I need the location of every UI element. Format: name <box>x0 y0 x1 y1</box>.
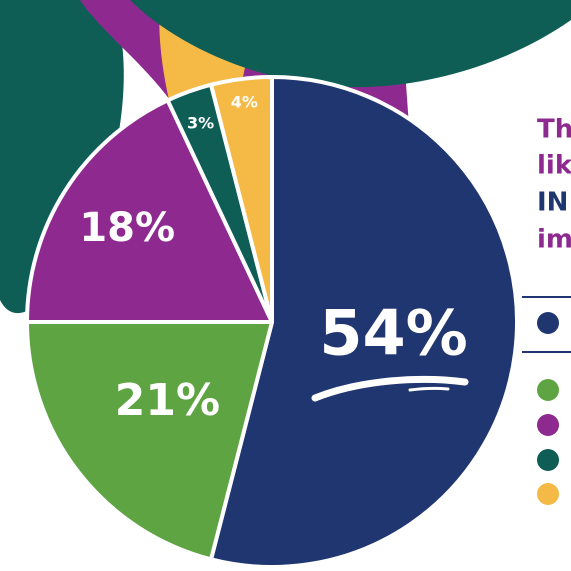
bg-teal-top <box>130 0 571 88</box>
slice-label: 4% <box>231 93 258 112</box>
slice-label: 18% <box>79 205 175 251</box>
legend <box>537 312 559 505</box>
side-text: IN <box>537 188 568 218</box>
legend-swatch <box>537 414 559 436</box>
pie: 54% 21% 18% 3% 4% <box>25 75 519 569</box>
side-text: Th <box>537 115 571 145</box>
bg-teal-left <box>0 0 124 314</box>
swoosh <box>311 375 469 402</box>
legend-swatch <box>537 449 559 471</box>
legend-swatch <box>537 379 559 401</box>
pie-slice <box>209 75 519 569</box>
pie-slice <box>25 320 274 562</box>
legend-swatch <box>537 483 559 505</box>
side-text: lik <box>537 151 571 181</box>
slice-label: 21% <box>115 375 220 426</box>
legend-swatch <box>537 312 559 334</box>
slice-label: 3% <box>187 113 214 132</box>
side-text: im <box>537 225 571 255</box>
pie-slice <box>25 98 274 324</box>
slice-label: 54% <box>319 296 467 369</box>
pie-slice <box>209 75 274 324</box>
swoosh-small <box>408 386 450 392</box>
